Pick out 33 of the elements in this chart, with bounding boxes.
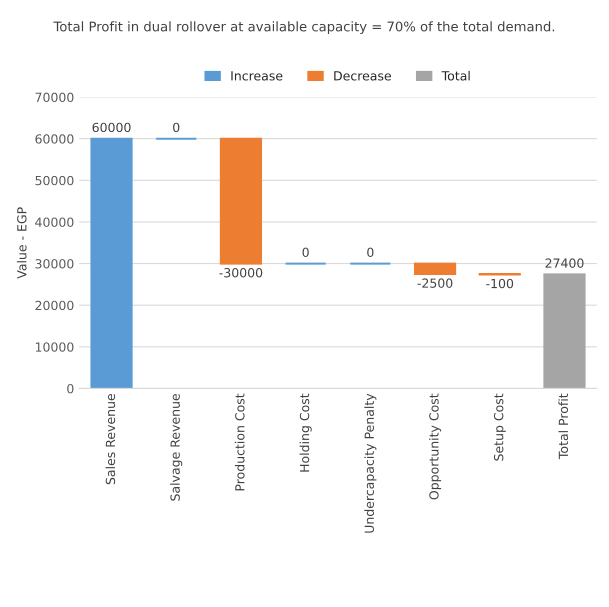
y-tick-label: 50000 (36, 176, 74, 186)
x-tick-label: Setup Cost (494, 394, 506, 461)
bar (543, 273, 586, 388)
x-tick-label: Opportunity Cost (429, 394, 442, 500)
x-tick-label: Holding Cost (300, 394, 312, 472)
data-label: -100 (486, 278, 514, 288)
y-tick-label: 20000 (35, 300, 74, 310)
x-tick-label: Production Cost (234, 394, 245, 490)
data-label: -2500 (418, 278, 452, 288)
data-label: -30000 (219, 268, 262, 278)
y-tick-label: 60000 (35, 134, 74, 144)
y-tick-label: 0 (67, 384, 74, 394)
data-label: 27400 (546, 258, 584, 268)
legend-label: Total (442, 70, 470, 81)
bar (414, 262, 456, 276)
bar (90, 138, 133, 388)
legend-label: Decrease (334, 71, 391, 81)
x-tick-label: Undercapacity Penalty (364, 394, 376, 533)
chart-title: Total Profit in dual rollover at available capacity = 70% of the total demand. (53, 21, 554, 34)
data-label: 0 (173, 122, 180, 132)
y-tick-label: 10000 (36, 342, 74, 352)
x-tick-label: Sales Revenue (105, 394, 116, 484)
data-label: 60000 (92, 122, 131, 132)
y-axis-title: Value - EGP (16, 207, 27, 279)
bar (220, 138, 262, 265)
y-tick-label: 70000 (36, 92, 74, 102)
x-tick-label: Total Profit (558, 394, 568, 460)
y-tick-label: 30000 (35, 259, 74, 269)
legend-label: Increase (231, 71, 282, 81)
y-tick-label: 40000 (35, 217, 74, 227)
data-label: 0 (367, 248, 374, 258)
x-tick-label: Salvage Revenue (170, 394, 182, 501)
data-label: 0 (302, 248, 309, 258)
